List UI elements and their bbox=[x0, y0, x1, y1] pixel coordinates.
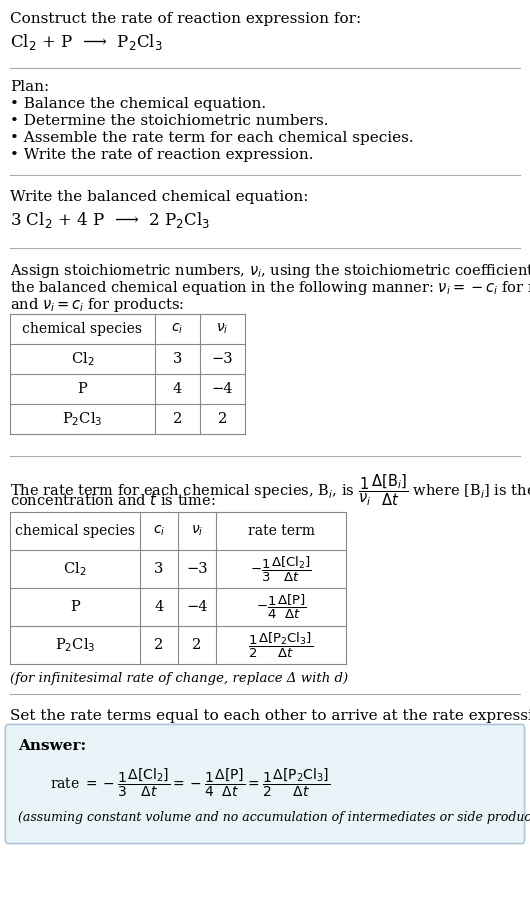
Text: 4: 4 bbox=[173, 382, 182, 396]
Text: 2: 2 bbox=[154, 638, 164, 652]
Text: 3: 3 bbox=[173, 352, 182, 366]
Text: 2: 2 bbox=[218, 412, 227, 426]
Text: Cl$_2$: Cl$_2$ bbox=[63, 560, 87, 577]
Text: P: P bbox=[70, 600, 80, 614]
Text: Answer:: Answer: bbox=[18, 739, 86, 753]
Text: $-\dfrac{1}{3}\dfrac{\Delta[\mathrm{Cl}_2]}{\Delta t}$: $-\dfrac{1}{3}\dfrac{\Delta[\mathrm{Cl}_… bbox=[250, 555, 312, 584]
Text: and $\nu_i = c_i$ for products:: and $\nu_i = c_i$ for products: bbox=[10, 296, 184, 314]
Text: $\nu_i$: $\nu_i$ bbox=[191, 524, 203, 538]
Text: P$_2$Cl$_3$: P$_2$Cl$_3$ bbox=[55, 637, 95, 654]
Text: −4: −4 bbox=[212, 382, 233, 396]
Text: • Determine the stoichiometric numbers.: • Determine the stoichiometric numbers. bbox=[10, 114, 329, 128]
FancyBboxPatch shape bbox=[5, 725, 525, 844]
Text: Set the rate terms equal to each other to arrive at the rate expression:: Set the rate terms equal to each other t… bbox=[10, 709, 530, 723]
Text: 4: 4 bbox=[154, 600, 164, 614]
Text: the balanced chemical equation in the following manner: $\nu_i = -c_i$ for react: the balanced chemical equation in the fo… bbox=[10, 279, 530, 297]
Text: Write the balanced chemical equation:: Write the balanced chemical equation: bbox=[10, 190, 308, 204]
Text: $-\dfrac{1}{4}\dfrac{\Delta[\mathrm{P}]}{\Delta t}$: $-\dfrac{1}{4}\dfrac{\Delta[\mathrm{P}]}… bbox=[255, 593, 306, 621]
Text: $c_i$: $c_i$ bbox=[171, 321, 183, 336]
Text: rate $= -\dfrac{1}{3}\dfrac{\Delta[\mathrm{Cl_2}]}{\Delta t} = -\dfrac{1}{4}\dfr: rate $= -\dfrac{1}{3}\dfrac{\Delta[\math… bbox=[50, 767, 330, 799]
Text: −3: −3 bbox=[211, 352, 233, 366]
Text: concentration and $t$ is time:: concentration and $t$ is time: bbox=[10, 492, 216, 508]
Text: 2: 2 bbox=[173, 412, 182, 426]
Text: $\dfrac{1}{2}\dfrac{\Delta[\mathrm{P_2Cl_3}]}{\Delta t}$: $\dfrac{1}{2}\dfrac{\Delta[\mathrm{P_2Cl… bbox=[249, 630, 314, 659]
Text: 2: 2 bbox=[192, 638, 201, 652]
Text: P: P bbox=[77, 382, 87, 396]
Text: 3 Cl$_2$ + 4 P  ⟶  2 P$_2$Cl$_3$: 3 Cl$_2$ + 4 P ⟶ 2 P$_2$Cl$_3$ bbox=[10, 210, 210, 230]
Text: • Write the rate of reaction expression.: • Write the rate of reaction expression. bbox=[10, 148, 314, 162]
Text: rate term: rate term bbox=[248, 524, 314, 538]
Text: Plan:: Plan: bbox=[10, 80, 49, 94]
Text: Cl$_2$ + P  ⟶  P$_2$Cl$_3$: Cl$_2$ + P ⟶ P$_2$Cl$_3$ bbox=[10, 32, 163, 52]
Text: 3: 3 bbox=[154, 562, 164, 576]
Text: Cl$_2$: Cl$_2$ bbox=[71, 350, 94, 368]
Text: Construct the rate of reaction expression for:: Construct the rate of reaction expressio… bbox=[10, 12, 361, 26]
Text: • Assemble the rate term for each chemical species.: • Assemble the rate term for each chemic… bbox=[10, 131, 413, 145]
Text: (for infinitesimal rate of change, replace Δ with d): (for infinitesimal rate of change, repla… bbox=[10, 672, 348, 685]
Text: −3: −3 bbox=[186, 562, 208, 576]
Text: $c_i$: $c_i$ bbox=[153, 524, 165, 538]
Text: The rate term for each chemical species, B$_i$, is $\dfrac{1}{\nu_i}\dfrac{\Delt: The rate term for each chemical species,… bbox=[10, 472, 530, 508]
Text: chemical species: chemical species bbox=[22, 322, 143, 336]
Text: • Balance the chemical equation.: • Balance the chemical equation. bbox=[10, 97, 266, 111]
Text: P$_2$Cl$_3$: P$_2$Cl$_3$ bbox=[62, 410, 103, 428]
Text: Assign stoichiometric numbers, $\nu_i$, using the stoichiometric coefficients, $: Assign stoichiometric numbers, $\nu_i$, … bbox=[10, 262, 530, 280]
Text: (assuming constant volume and no accumulation of intermediates or side products): (assuming constant volume and no accumul… bbox=[18, 811, 530, 824]
Text: chemical species: chemical species bbox=[15, 524, 135, 538]
Text: $\nu_i$: $\nu_i$ bbox=[216, 321, 229, 336]
Text: −4: −4 bbox=[186, 600, 208, 614]
